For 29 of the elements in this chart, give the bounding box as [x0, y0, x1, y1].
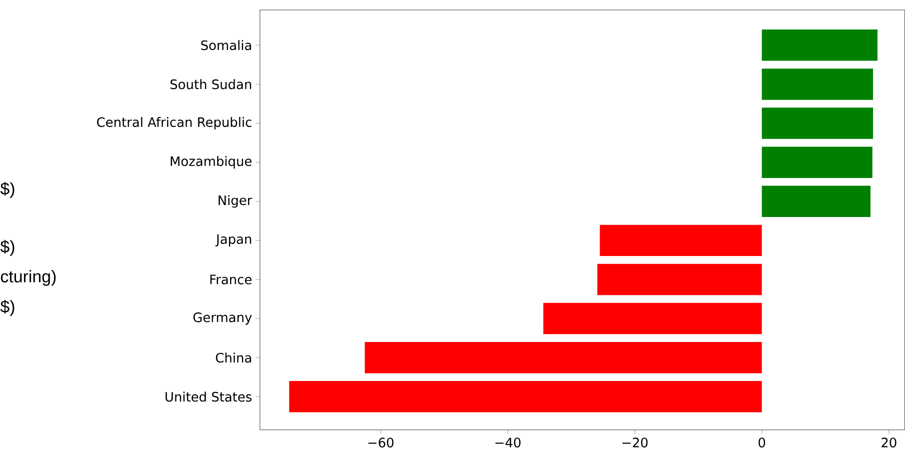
- bar: [762, 108, 874, 139]
- bar: [762, 146, 872, 178]
- y-tick-label: Japan: [215, 234, 252, 247]
- y-tick-label: South Sudan: [170, 79, 252, 90]
- y-tick-label: France: [210, 274, 252, 284]
- y-tick-label: China: [216, 352, 252, 363]
- bar: [762, 68, 874, 100]
- y-tick-label: Niger: [218, 195, 252, 208]
- bar: [762, 30, 878, 61]
- text: cturing): [0, 270, 56, 286]
- bar: [597, 264, 762, 296]
- bar: [600, 224, 762, 256]
- text: $): [0, 182, 14, 198]
- bar: [364, 342, 762, 374]
- x-tick-label: 20: [882, 438, 896, 448]
- x-tick-label: −20: [622, 438, 648, 448]
- bar: [762, 186, 870, 218]
- y-tick-label: Somalia: [201, 40, 252, 50]
- x-tick-label: 0: [758, 438, 766, 448]
- x-tick-label: −40: [495, 438, 521, 448]
- bar: [543, 303, 762, 334]
- y-tick-label: United States: [166, 392, 252, 402]
- y-tick-label: Mozambique: [170, 156, 252, 169]
- x-tick-label: −60: [368, 438, 394, 448]
- text: $): [0, 240, 14, 256]
- y-tick-label: Germany: [193, 312, 252, 325]
- y-tick-label: Central African Republic: [97, 117, 252, 130]
- bar: [289, 381, 762, 412]
- text: $): [0, 300, 14, 316]
